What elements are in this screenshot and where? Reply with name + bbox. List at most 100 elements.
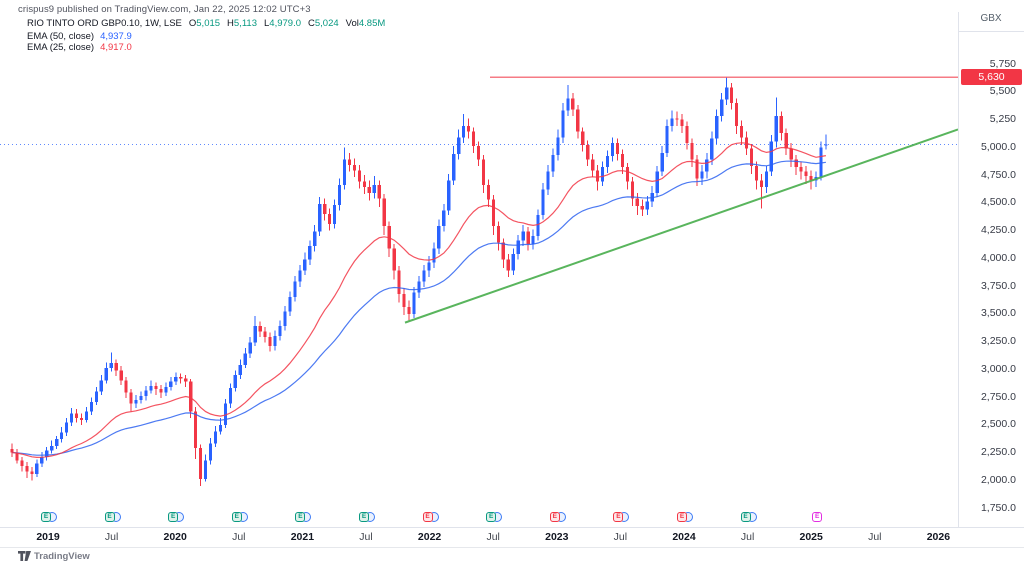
time-axis-tick: Jul (486, 531, 500, 543)
candle-body (541, 189, 545, 215)
candle-body (342, 159, 347, 185)
candle-body (734, 102, 739, 127)
time-axis-tick: 2021 (290, 531, 315, 543)
earnings-icon[interactable]: E (677, 512, 687, 522)
candle-body (94, 391, 98, 402)
candle-body (725, 87, 729, 100)
candle-body (794, 159, 798, 168)
ema-25-line[interactable] (11, 142, 827, 459)
earnings-icon[interactable]: E (613, 512, 624, 522)
candle-body (481, 159, 486, 185)
candle-body (303, 259, 307, 271)
candle-body (402, 293, 406, 308)
symbol-legend-row[interactable]: RIO TINTO ORD GBP0.10, 1W, LSE O5,015 H5,1… (27, 18, 385, 29)
price-chart-canvas[interactable] (0, 0, 958, 527)
candle-body (352, 165, 357, 171)
support-trendline[interactable] (404, 128, 958, 324)
price-axis-label: 2,000.0 (980, 473, 1016, 486)
candle-body (223, 403, 228, 425)
event-markers[interactable]: E (422, 512, 441, 525)
candle-body (273, 335, 277, 346)
candle-body (99, 380, 103, 392)
earnings-icon[interactable]: E (359, 512, 369, 522)
candle-body (665, 126, 669, 153)
earnings-icon[interactable]: E (41, 512, 51, 522)
earnings-icon[interactable]: E (740, 512, 751, 522)
candle-body (695, 159, 699, 179)
candle-body (799, 167, 803, 172)
candle-body (30, 471, 34, 475)
candle-body (35, 463, 39, 475)
event-markers[interactable]: E (231, 512, 250, 525)
event-markers[interactable]: E (549, 512, 568, 525)
candle-body (442, 210, 446, 227)
candle-body (774, 116, 778, 142)
candle-body (139, 395, 143, 400)
earnings-icon[interactable]: E (168, 512, 179, 522)
indicator-row[interactable]: EMA (50, close) 4,937.9 (27, 31, 132, 42)
candle-body (332, 204, 337, 224)
time-axis-tick: 2026 (926, 531, 951, 543)
candle-body (506, 259, 510, 271)
candle-body (218, 424, 223, 432)
candle-body (809, 176, 813, 181)
candle-body (655, 171, 659, 193)
price-axis-label: 4,750.0 (980, 168, 1016, 181)
earnings-icon[interactable]: E (486, 512, 497, 522)
time-axis-tick: Jul (232, 531, 246, 543)
candle-body (605, 156, 610, 168)
candle-body (749, 148, 754, 167)
candle-body (323, 203, 327, 214)
candle-body (556, 137, 560, 156)
earnings-icon[interactable]: E (422, 512, 433, 522)
candle-body (288, 297, 292, 312)
candle-body (362, 181, 366, 188)
candle-body (104, 368, 108, 381)
candle-body (179, 377, 183, 379)
price-axis-label: 2,500.0 (980, 418, 1016, 431)
event-markers[interactable]: E (812, 512, 830, 525)
candle-body (203, 460, 208, 480)
event-markers[interactable]: E (359, 512, 377, 525)
event-markers[interactable]: E (740, 512, 759, 525)
earnings-icon[interactable]: E (812, 512, 823, 522)
candle-body (715, 116, 719, 139)
candle-body (591, 159, 595, 171)
earnings-icon[interactable]: E (295, 512, 306, 522)
candle-body (759, 180, 764, 188)
event-markers[interactable]: E (104, 512, 123, 525)
candle-body (149, 385, 153, 391)
candle-body (243, 353, 247, 365)
event-markers[interactable]: E (486, 512, 504, 525)
candle-body (45, 450, 49, 457)
event-markers[interactable]: E (613, 512, 631, 525)
price-axis-label: 4,250.0 (980, 224, 1016, 236)
indicator-row[interactable]: EMA (25, close) 4,917.0 (27, 42, 132, 53)
time-axis-tick: 2025 (799, 531, 823, 543)
earnings-icon[interactable]: E (549, 512, 560, 522)
ema-50-line[interactable] (11, 160, 826, 456)
candle-body (194, 411, 198, 449)
candle-body (184, 378, 188, 382)
event-markers[interactable]: E (168, 512, 186, 525)
event-markers[interactable]: E (677, 512, 695, 525)
price-alert-badge[interactable]: 5,630 (961, 69, 1022, 86)
candle-body (531, 236, 535, 244)
candle-body (154, 385, 158, 390)
candle-body (357, 170, 362, 182)
earnings-icon[interactable]: E (104, 512, 115, 522)
candle-body (293, 281, 297, 298)
candle-body (169, 381, 173, 388)
candle-body (546, 171, 550, 190)
price-axis-label: 2,250.0 (980, 446, 1016, 458)
event-markers[interactable]: E (295, 512, 313, 525)
ohlc-item: O5,015 (188, 18, 221, 29)
candle-body (804, 171, 808, 177)
candle-body (308, 246, 312, 260)
earnings-icon[interactable]: E (231, 512, 242, 522)
price-axis-label: 4,000.0 (980, 251, 1016, 264)
candle-body (74, 413, 79, 419)
event-markers[interactable]: E (41, 512, 59, 525)
candle-body (412, 292, 416, 314)
